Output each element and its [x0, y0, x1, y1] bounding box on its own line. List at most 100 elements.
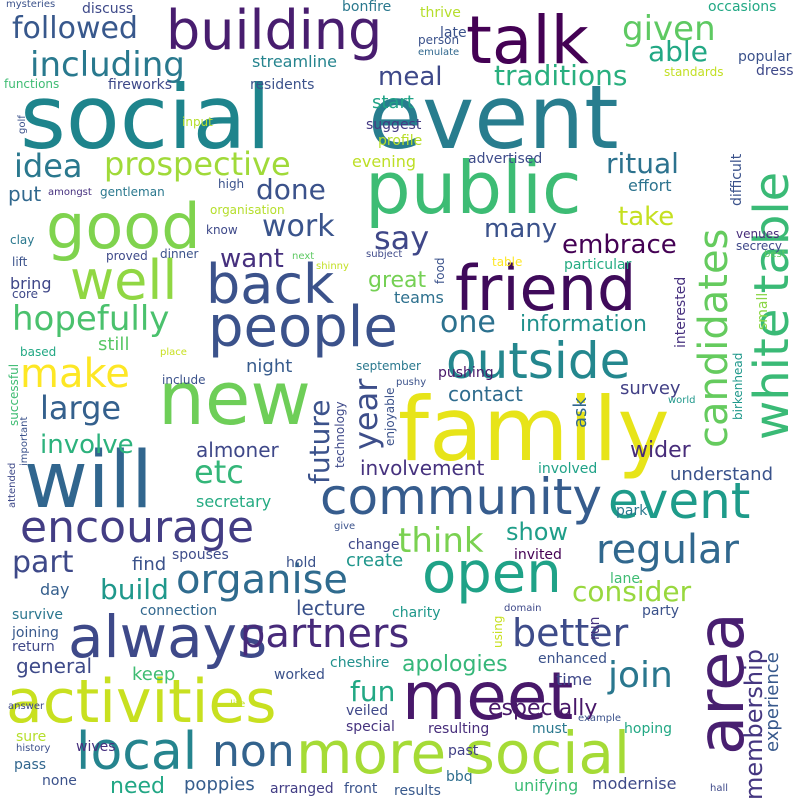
word-spouses: spouses	[172, 547, 229, 563]
word-include: include	[162, 373, 206, 387]
word-lane: lane	[610, 571, 640, 587]
word-proved: proved	[106, 249, 148, 263]
word-will: will	[24, 436, 153, 526]
word-answer: answer	[8, 701, 45, 712]
word-event: event	[368, 66, 619, 169]
word-enjoyable: enjoyable	[383, 387, 397, 446]
word-venues: venues	[736, 227, 780, 241]
word-build: build	[100, 573, 169, 606]
word-better: better	[512, 611, 629, 655]
word-september: september	[356, 359, 421, 373]
word-consider: consider	[572, 575, 692, 608]
word-night: night	[246, 356, 293, 377]
word-followed: followed	[12, 11, 138, 46]
word-unifying: unifying	[514, 776, 579, 795]
word-effort: effort	[628, 176, 672, 195]
word-embrace: embrace	[562, 230, 677, 260]
word-dinner: dinner	[160, 247, 199, 261]
word-idea: idea	[14, 147, 83, 185]
word-resulting: resulting	[428, 721, 490, 737]
word-local: local	[76, 722, 198, 782]
word-including: including	[30, 45, 185, 85]
word-know: know	[206, 223, 238, 237]
word-bonfire: bonfire	[342, 0, 392, 15]
word-fireworks: fireworks	[108, 77, 173, 93]
word-understand: understand	[670, 464, 774, 485]
word-pushing: pushing	[438, 365, 494, 381]
word-party: party	[642, 603, 679, 619]
word-mysteries: mysteries	[6, 0, 56, 10]
word-hold: hold	[286, 555, 317, 571]
word-work: work	[262, 209, 335, 244]
word-general: general	[16, 654, 93, 678]
word-next: next	[292, 251, 315, 262]
word-need: need	[110, 774, 165, 799]
word-building: building	[166, 0, 383, 62]
word-person: person	[418, 33, 460, 47]
word-traditions: traditions	[494, 59, 628, 92]
word-golf: golf	[17, 115, 28, 134]
word-back: back	[206, 253, 335, 316]
word-past: past	[448, 743, 479, 759]
word-best: best	[764, 249, 786, 260]
word-secretary: secretary	[196, 492, 272, 511]
word-involvement: involvement	[360, 456, 485, 480]
word-special: special	[346, 719, 395, 735]
word-difficult: difficult	[729, 153, 745, 206]
word-survive: survive	[12, 607, 63, 623]
word-particular: particular	[564, 257, 632, 273]
word-world: world	[668, 395, 696, 406]
word-almoner: almoner	[196, 438, 279, 462]
word-survey: survey	[620, 378, 681, 399]
word-change: change	[348, 537, 400, 553]
word-involve: involve	[40, 430, 134, 460]
word-important: important	[19, 416, 30, 466]
word-especially: especially	[488, 696, 598, 721]
word-able: able	[648, 35, 708, 68]
word-amongst: amongst	[48, 187, 92, 198]
word-social: social	[20, 66, 271, 169]
word-people: people	[208, 295, 398, 360]
word-family: family	[398, 378, 670, 481]
word-show: show	[506, 518, 569, 546]
word-lift: lift	[12, 255, 28, 269]
word-experience: experience	[762, 652, 783, 752]
word-hopefully: hopefully	[12, 299, 170, 339]
word-place: place	[160, 347, 187, 358]
word-hoping: hoping	[624, 721, 672, 737]
word-invited: invited	[514, 547, 562, 563]
word-evening: evening	[352, 152, 417, 171]
word-example: example	[578, 713, 622, 724]
word-great: great	[368, 268, 427, 293]
word-more-social: more social	[296, 719, 631, 787]
word-contact: contact	[448, 382, 523, 406]
word-results: results	[394, 783, 441, 799]
word-modernise: modernise	[592, 774, 677, 793]
word-time: time	[556, 670, 593, 689]
word-regular: regular	[596, 527, 739, 573]
word-birkenhead: birkenhead	[731, 352, 745, 420]
word-interested: interested	[673, 276, 689, 348]
word-front: front	[344, 781, 378, 797]
word-table: table	[492, 255, 523, 269]
word-outside: outside	[446, 332, 631, 390]
word-park: park	[616, 503, 648, 519]
word-information: information	[520, 312, 647, 337]
word-find: find	[132, 554, 167, 575]
word-residents: residents	[250, 77, 315, 93]
word-popular: popular	[738, 49, 792, 65]
word-poppies: poppies	[184, 774, 255, 795]
word-year: year	[347, 378, 385, 450]
word-occasions: occasions	[708, 0, 777, 15]
word-good: good	[46, 190, 201, 263]
word-new: new	[158, 356, 311, 442]
word-candidates: candidates	[691, 228, 737, 448]
word-ritual: ritual	[606, 147, 679, 180]
word-friend: friend	[455, 252, 637, 325]
word-future: future	[303, 399, 336, 484]
word-encourage: encourage	[20, 502, 255, 553]
word-give: give	[334, 521, 356, 532]
word-take: take	[618, 202, 675, 232]
word-shinny: shinny	[316, 261, 349, 272]
